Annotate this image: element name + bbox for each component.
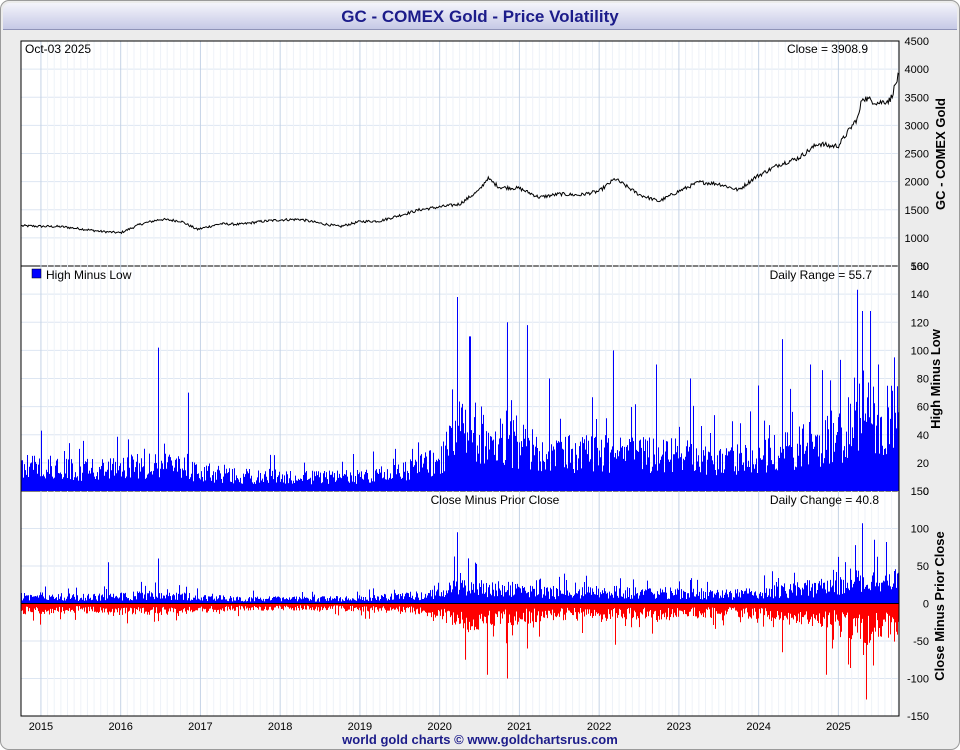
y-tick-label: 100 [911,345,929,357]
y-tick-label: 40 [917,430,929,442]
x-tick-label: 2022 [587,721,611,733]
y-tick-label: -100 [907,674,929,686]
x-tick-label: 2023 [667,721,691,733]
change-y-label: Close Minus Prior Close [932,531,947,681]
change-bars [21,523,899,700]
y-tick-label: 3500 [905,92,929,104]
x-tick-label: 2019 [348,721,372,733]
y-tick-label: 160 [911,261,929,273]
change-readout: Daily Change = 40.8 [770,493,879,507]
legend-swatch [31,268,42,279]
y-tick-label: 120 [911,317,929,329]
range-readout: Daily Range = 55.7 [770,268,873,282]
x-tick-label: 2016 [108,721,132,733]
x-tick-label: 2021 [507,721,531,733]
y-tick-label: 0 [923,599,929,611]
plot-border [20,40,900,717]
x-tick-label: 2017 [188,721,212,733]
x-tick-label: 2024 [746,721,770,733]
change-panel-title: Close Minus Prior Close [431,493,560,507]
y-tick-label: 1000 [905,233,929,245]
chart-title: GC - COMEX Gold - Price Volatility [341,7,619,26]
y-tick-label: 50 [917,561,929,573]
tick-labels: 4500400035003000250020001500100050016014… [29,36,929,733]
x-tick-label: 2018 [268,721,292,733]
y-tick-label: -150 [907,711,929,723]
y-tick-label: 4500 [905,36,929,48]
y-tick-label: 1500 [905,205,929,217]
price-line-group [20,72,900,235]
title-bar: GC - COMEX Gold - Price Volatility [3,3,957,30]
y-tick-label: 100 [911,524,929,536]
price-line [20,72,900,235]
range-bars [21,289,899,491]
y-tick-label: 150 [911,486,929,498]
legend-label: High Minus Low [46,268,132,282]
y-tick-label: 60 [917,402,929,414]
y-tick-label: 500 [911,261,929,273]
y-tick-label: 2500 [905,149,929,161]
y-tick-label: 2000 [905,177,929,189]
y-tick-label: 3000 [905,120,929,132]
x-tick-label: 2020 [427,721,451,733]
y-tick-label: 80 [917,374,929,386]
y-tick-label: 0 [923,486,929,498]
y-tick-label: 140 [911,289,929,301]
price-close-readout: Close = 3908.9 [787,42,868,56]
y-tick-label: 4000 [905,64,929,76]
footer-credit: world gold charts © www.goldchartsrus.co… [342,732,618,747]
price-y-label: GC - COMEX Gold [933,98,948,210]
price-date-label: Oct-03 2025 [25,42,91,56]
x-tick-label: 2015 [29,721,53,733]
range-y-label: High Minus Low [928,328,943,429]
x-tick-label: 2025 [826,721,850,733]
y-tick-label: 20 [917,458,929,470]
y-tick-label: -50 [913,636,929,648]
